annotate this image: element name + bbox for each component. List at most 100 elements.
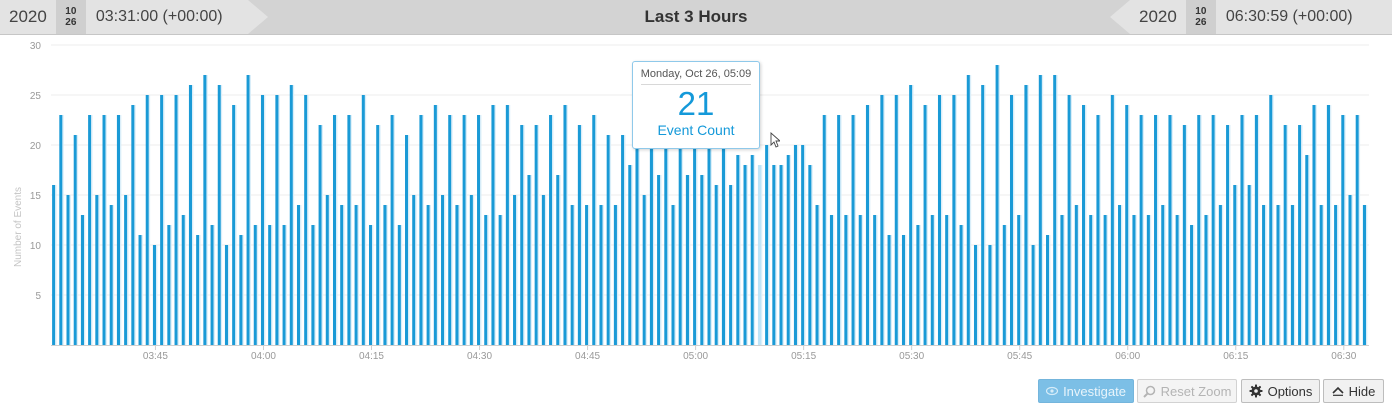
bar[interactable] <box>1341 115 1345 345</box>
bar[interactable] <box>102 115 106 345</box>
bar[interactable] <box>203 75 207 345</box>
bar[interactable] <box>1139 115 1143 345</box>
bar[interactable] <box>1182 125 1186 345</box>
bar[interactable] <box>1348 195 1352 345</box>
bar[interactable] <box>1175 215 1179 345</box>
bar[interactable] <box>196 235 200 345</box>
bar[interactable] <box>253 225 257 345</box>
bar[interactable] <box>765 145 769 345</box>
bar[interactable] <box>95 195 99 345</box>
bar[interactable] <box>1046 235 1050 345</box>
bar[interactable] <box>59 115 63 345</box>
bar[interactable] <box>1319 205 1323 345</box>
bar[interactable] <box>405 135 409 345</box>
bar[interactable] <box>707 125 711 345</box>
bar[interactable] <box>88 115 92 345</box>
bar[interactable] <box>1096 115 1100 345</box>
bar[interactable] <box>858 215 862 345</box>
bar[interactable] <box>491 105 495 345</box>
bar[interactable] <box>520 125 524 345</box>
bar[interactable] <box>642 195 646 345</box>
bar[interactable] <box>570 205 574 345</box>
bar[interactable] <box>1089 215 1093 345</box>
bar[interactable] <box>649 125 653 345</box>
bar[interactable] <box>232 105 236 345</box>
options-button[interactable]: Options <box>1241 379 1320 403</box>
bar[interactable] <box>160 95 164 345</box>
bar[interactable] <box>210 225 214 345</box>
bar[interactable] <box>721 135 725 345</box>
end-year[interactable]: 2020 <box>1139 7 1177 26</box>
bar[interactable] <box>181 215 185 345</box>
bar[interactable] <box>361 95 365 345</box>
bar[interactable] <box>455 205 459 345</box>
hide-button[interactable]: Hide <box>1323 379 1384 403</box>
bar[interactable] <box>1017 215 1021 345</box>
bar[interactable] <box>376 125 380 345</box>
bar[interactable] <box>657 175 661 345</box>
bar[interactable] <box>426 205 430 345</box>
bar[interactable] <box>239 235 243 345</box>
bar[interactable] <box>628 165 632 345</box>
bar[interactable] <box>743 165 747 345</box>
bar[interactable] <box>1125 105 1129 345</box>
end-time[interactable]: 06:30:59 (+00:00) <box>1225 8 1353 25</box>
bar[interactable] <box>772 165 776 345</box>
bar[interactable] <box>1226 125 1230 345</box>
bar[interactable] <box>585 205 589 345</box>
bar[interactable] <box>369 225 373 345</box>
bar[interactable] <box>750 155 754 345</box>
bar[interactable] <box>296 205 301 345</box>
bar[interactable] <box>1204 215 1208 345</box>
bar[interactable] <box>1305 155 1309 345</box>
bar[interactable] <box>779 165 783 345</box>
bar[interactable] <box>441 195 445 345</box>
bar[interactable] <box>606 135 610 345</box>
bar[interactable] <box>390 115 394 345</box>
bar[interactable] <box>1146 215 1150 345</box>
bar[interactable] <box>973 245 978 345</box>
bar[interactable] <box>1211 115 1215 345</box>
bar[interactable] <box>412 195 416 345</box>
bar[interactable] <box>837 115 841 345</box>
bar[interactable] <box>217 85 221 345</box>
bar[interactable] <box>1283 125 1287 345</box>
bar[interactable] <box>621 135 625 345</box>
bar[interactable] <box>304 95 308 345</box>
bar[interactable] <box>729 185 733 345</box>
bar[interactable] <box>829 215 834 345</box>
bar[interactable] <box>1132 215 1136 345</box>
start-time[interactable]: 03:31:00 (+00:00) <box>95 8 223 25</box>
bar[interactable] <box>131 105 135 345</box>
bar[interactable] <box>433 105 437 345</box>
bar[interactable] <box>909 85 913 345</box>
bar[interactable] <box>995 65 999 345</box>
bar[interactable] <box>1334 205 1338 345</box>
bar[interactable] <box>469 195 473 345</box>
bar[interactable] <box>966 75 970 345</box>
start-date-badge[interactable]: 10 26 <box>55 0 86 34</box>
bar[interactable] <box>865 105 870 345</box>
bar[interactable] <box>1218 205 1222 345</box>
bar[interactable] <box>801 145 805 345</box>
bar[interactable] <box>477 115 481 345</box>
bar[interactable] <box>1074 205 1078 345</box>
bar[interactable] <box>505 105 509 345</box>
bar[interactable] <box>1240 115 1244 345</box>
bar[interactable] <box>1110 95 1114 345</box>
bar[interactable] <box>174 95 178 345</box>
bar[interactable] <box>1262 205 1266 345</box>
bar[interactable] <box>1254 115 1258 345</box>
bar[interactable] <box>1009 95 1014 345</box>
bar[interactable] <box>937 95 942 345</box>
start-time-control[interactable]: 2020 10 26 03:31:00 (+00:00) <box>0 0 268 34</box>
bar[interactable] <box>224 245 229 345</box>
bar[interactable] <box>700 175 704 345</box>
bar[interactable] <box>793 145 798 345</box>
bar[interactable] <box>340 205 344 345</box>
bar[interactable] <box>498 215 502 345</box>
bar[interactable] <box>1326 105 1330 345</box>
bar[interactable] <box>152 245 157 345</box>
bar[interactable] <box>894 95 898 345</box>
